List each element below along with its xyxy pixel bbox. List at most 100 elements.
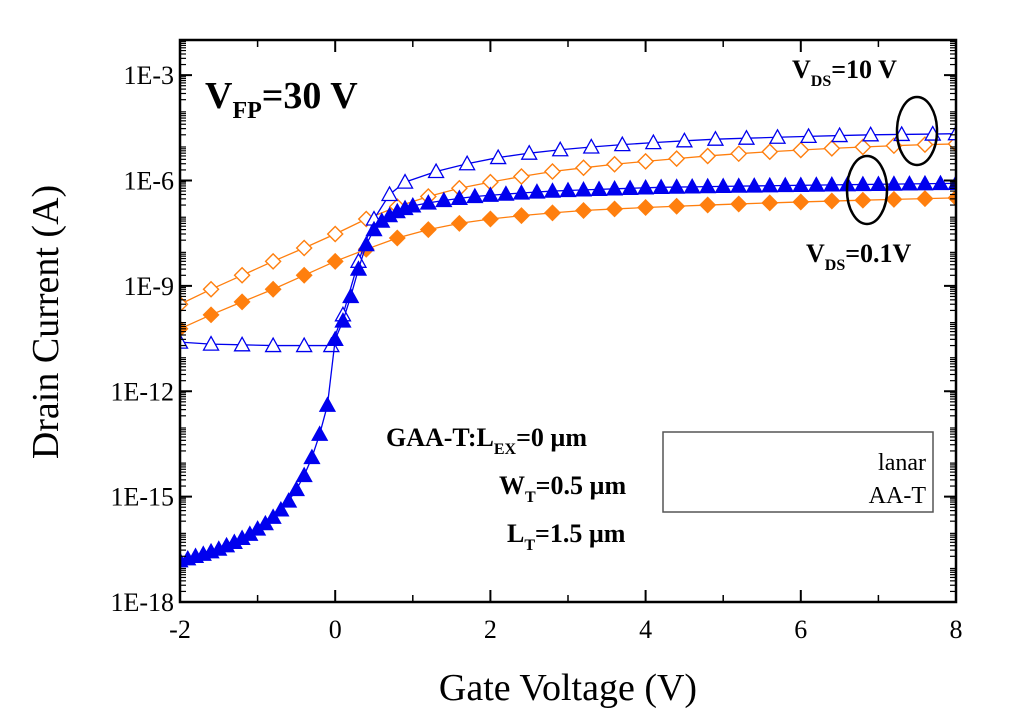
data-point <box>295 336 313 353</box>
data-point <box>202 335 220 351</box>
data-point <box>761 194 779 212</box>
data-point <box>675 131 694 148</box>
data-point <box>512 168 530 185</box>
data-point <box>349 260 368 276</box>
data-point <box>668 197 686 215</box>
data-point <box>668 150 686 168</box>
data-point <box>280 492 298 508</box>
ticks-layer: -2 0 2 4 6 8 1E-18 1E-15 1E-12 1E-9 1E-6 1E-3 <box>110 40 963 644</box>
legend-box <box>662 431 934 513</box>
data-point <box>636 178 655 195</box>
data-point <box>737 129 756 145</box>
legend-label-planar: lanar <box>878 450 926 476</box>
x-tick-label: 6 <box>794 615 807 644</box>
data-point <box>761 176 779 193</box>
data-point <box>714 177 732 194</box>
series-planar-vds-10v <box>180 135 956 313</box>
data-point <box>730 177 748 193</box>
vfp-annotation: VFP=30 V <box>205 75 358 124</box>
vds-low-ellipse <box>845 154 889 226</box>
data-point <box>916 136 934 154</box>
data-point <box>388 229 406 247</box>
data-point <box>900 175 919 191</box>
data-point <box>768 128 787 144</box>
vds-low-annotation: VDS=0.1V <box>806 239 912 274</box>
x-tick-label: 4 <box>639 615 652 644</box>
y-tick-label: 1E-9 <box>123 272 174 301</box>
data-point <box>202 306 220 324</box>
series-planar-vds-0p1v <box>180 189 956 338</box>
data-point <box>885 190 903 208</box>
data-point <box>450 189 468 206</box>
series-line <box>180 143 956 305</box>
legend: lanar AA-T <box>662 431 934 513</box>
gaa-info-line1: GAA-T:LEX=0 µm <box>386 423 587 458</box>
data-point <box>202 280 220 298</box>
x-axis-title: Gate Voltage (V) <box>439 667 697 709</box>
data-point <box>854 175 872 192</box>
data-point <box>427 162 445 179</box>
data-point <box>303 448 321 465</box>
data-point <box>233 335 251 352</box>
data-point <box>450 214 468 232</box>
data-point <box>264 336 282 353</box>
data-point <box>931 174 950 191</box>
gaa-info-line3: LT=1.5 µm <box>507 519 626 554</box>
data-point <box>854 191 872 209</box>
data-point <box>575 202 593 219</box>
data-point <box>823 192 841 210</box>
y-tick-label: 1E-18 <box>110 588 174 617</box>
data-point <box>706 130 725 146</box>
data-point <box>613 135 631 152</box>
data-point <box>799 127 818 144</box>
x-tick-label: 0 <box>329 615 342 644</box>
data-point <box>326 252 344 270</box>
data-point <box>311 425 329 441</box>
data-point <box>435 191 453 208</box>
data-point <box>761 143 779 161</box>
data-point <box>792 176 810 192</box>
series-gaa-vds-10v <box>180 124 956 353</box>
data-point <box>776 176 794 193</box>
data-point <box>637 152 655 170</box>
plot-frame <box>178 38 958 604</box>
data-point <box>326 225 344 243</box>
data-point <box>334 312 352 328</box>
data-point <box>575 159 593 177</box>
data-point <box>947 124 956 141</box>
data-point <box>520 144 538 160</box>
data-point <box>854 138 872 156</box>
data-point <box>419 221 437 239</box>
data-point <box>730 145 748 163</box>
data-point <box>869 175 888 191</box>
data-point <box>543 163 561 181</box>
data-point <box>264 252 282 270</box>
data-point <box>272 501 290 517</box>
vds-high-ellipse <box>895 95 939 167</box>
vds-high-annotation: VDS=10 V <box>792 55 897 90</box>
data-point <box>590 180 608 196</box>
data-point <box>792 193 810 211</box>
data-point <box>180 333 189 349</box>
data-point <box>380 185 399 202</box>
data-point <box>551 140 569 157</box>
data-point <box>264 280 282 298</box>
data-point <box>489 148 507 165</box>
legend-label-gaa: AA-T <box>869 483 927 509</box>
data-point <box>528 183 546 199</box>
x-tick-label: -2 <box>169 615 191 644</box>
data-point <box>792 141 810 159</box>
data-point <box>885 175 903 191</box>
data-point <box>318 396 337 412</box>
data-point <box>606 200 624 218</box>
series-layer <box>180 124 956 568</box>
data-point <box>419 194 437 210</box>
data-point <box>862 125 880 142</box>
data-point <box>699 196 717 214</box>
data-point <box>807 176 825 192</box>
data-point <box>295 466 313 483</box>
y-tick-label: 1E-15 <box>110 483 174 512</box>
data-point <box>233 293 251 311</box>
data-point <box>605 179 624 196</box>
